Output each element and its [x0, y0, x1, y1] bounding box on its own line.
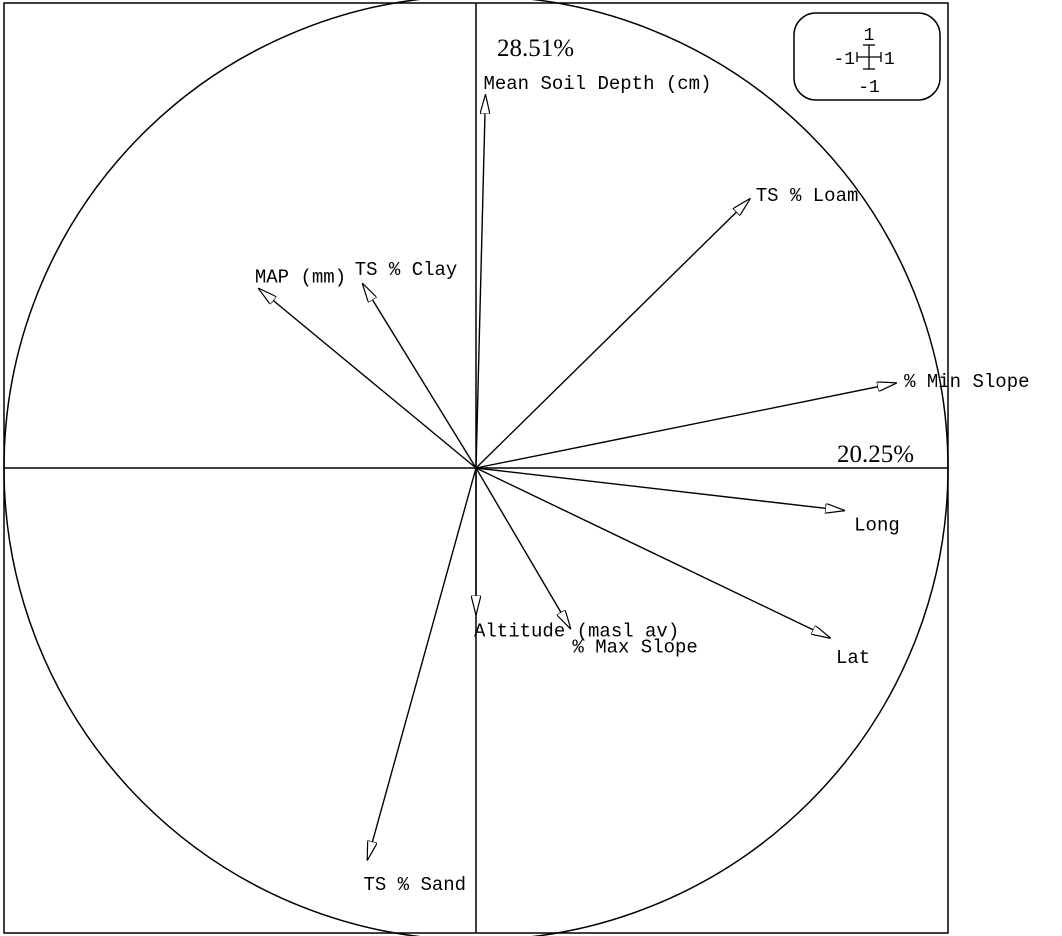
- label-min-slope: % Min Slope: [904, 371, 1029, 393]
- scale-bottom-label: -1: [858, 78, 880, 98]
- vector-min-slope: [475, 383, 896, 469]
- vertical-axis-inertia: 28.51%: [497, 35, 574, 62]
- vector-lat: [475, 467, 830, 638]
- vector-max-slope: [475, 467, 570, 628]
- label-lat: Lat: [836, 647, 870, 669]
- scale-legend: 1 -1 1 -1: [793, 12, 941, 101]
- label-altitude-masl-av: Altitude (masl av): [474, 620, 679, 642]
- label-long: Long: [854, 514, 900, 536]
- vector-ts-sand: [367, 467, 477, 860]
- scale-left-label: -1: [833, 50, 855, 70]
- vector-map-mm: [259, 289, 477, 469]
- label-mean-soil-depth-cm: Mean Soil Depth (cm): [483, 73, 711, 95]
- vector-long: [475, 467, 844, 510]
- vector-mean-soil-depth-cm: [475, 95, 485, 469]
- label-ts-sand: TS % Sand: [363, 874, 466, 896]
- label-ts-clay: TS % Clay: [355, 259, 458, 281]
- label-ts-loam: TS % Loam: [756, 185, 859, 207]
- scale-top-label: 1: [864, 26, 875, 46]
- vector-ts-loam: [475, 199, 750, 469]
- label-max-slope: % Max Slope: [572, 636, 697, 658]
- variable-vectors: Mean Soil Depth (cm) TS % Loam % Min Slope…: [255, 73, 1030, 896]
- scale-right-label: 1: [884, 50, 895, 70]
- vector-ts-clay: [363, 284, 477, 469]
- horizontal-axis-inertia: 20.25%: [837, 441, 914, 468]
- label-map-mm: MAP (mm): [255, 267, 346, 289]
